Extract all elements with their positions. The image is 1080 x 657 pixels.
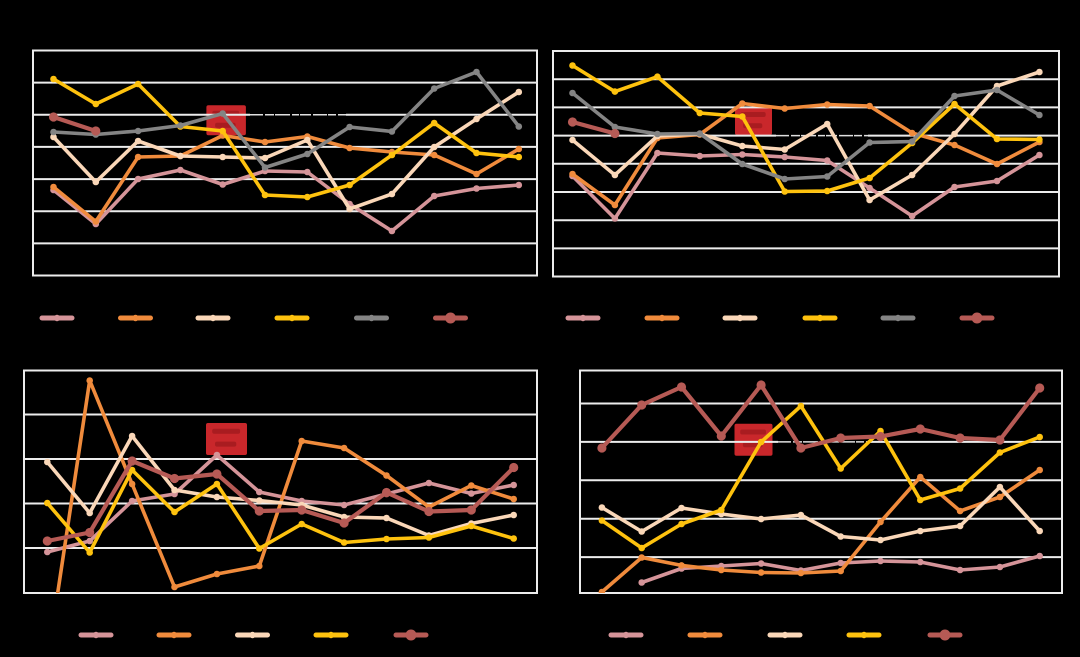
svg-text:series: series	[650, 630, 680, 642]
svg-text:series: series	[1001, 313, 1031, 325]
svg-text:series: series	[355, 630, 385, 642]
svg-text:series: series	[81, 313, 111, 325]
svg-text:series: series	[922, 313, 952, 325]
svg-text:series: series	[844, 313, 874, 325]
svg-text:series: series	[120, 630, 150, 642]
svg-text:series: series	[277, 630, 307, 642]
svg-text:series: series	[809, 630, 839, 642]
svg-text:series: series	[764, 313, 794, 325]
svg-text:series: series	[316, 313, 346, 325]
svg-text:series: series	[237, 313, 267, 325]
svg-text:series: series	[475, 313, 505, 325]
svg-text:series: series	[198, 630, 228, 642]
svg-text:series: series	[396, 313, 426, 325]
svg-text:series: series	[686, 313, 716, 325]
svg-text:series: series	[160, 313, 190, 325]
svg-text:series: series	[888, 630, 918, 642]
svg-text:series: series	[729, 630, 759, 642]
svg-text:series: series	[435, 630, 465, 642]
svg-text:series: series	[969, 630, 999, 642]
svg-text:series: series	[607, 313, 637, 325]
